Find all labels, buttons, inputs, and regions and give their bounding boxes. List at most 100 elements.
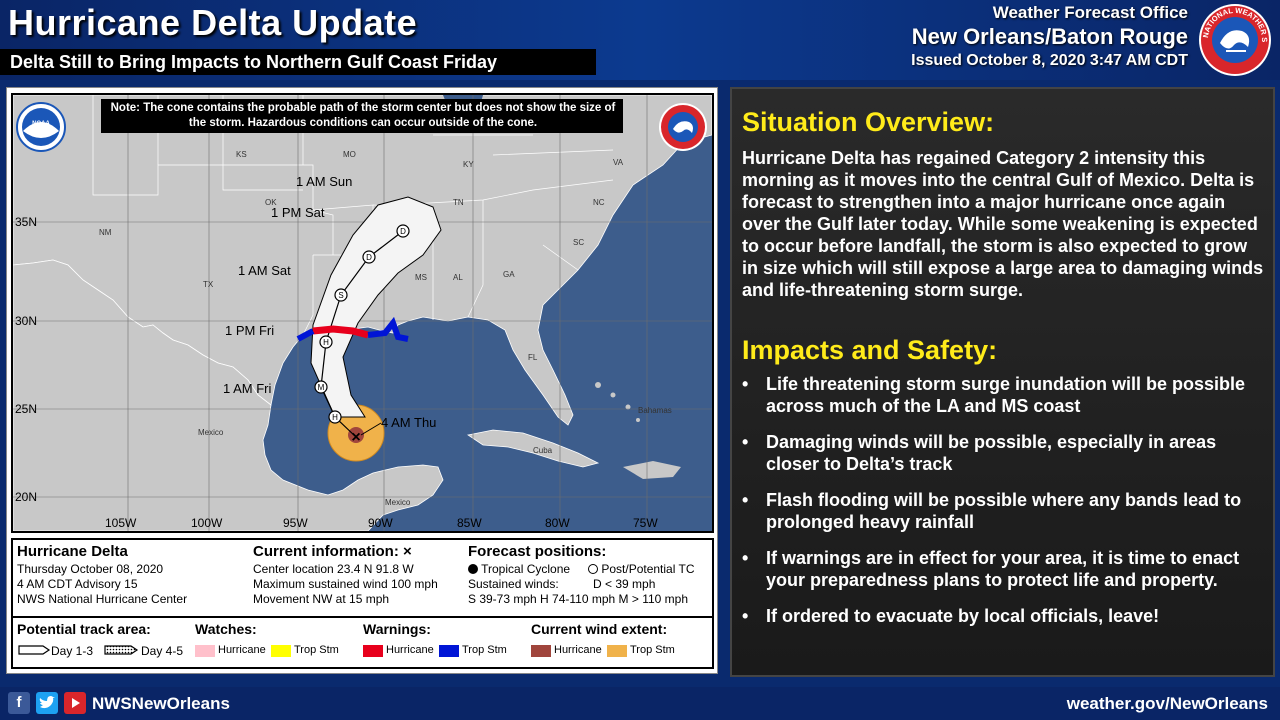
svg-text:H: H [332,413,338,422]
lat-label: 25N [15,402,37,416]
hurricane-wind-extent [348,427,364,443]
wind-extent-head: Current wind extent: [531,621,668,637]
lon-label: 90W [368,516,393,530]
subtitle-bar [0,49,596,75]
lat-label: 30N [15,314,37,328]
marker-h-thu: H [328,410,342,424]
hurricane-wind-label: Hurricane [554,644,602,656]
state-label: NM [99,228,112,237]
issued-time: Issued October 8, 2020 3:47 AM CDT [911,52,1188,69]
footer-bar: f NWSNewOrleans weather.gov/NewOrleans [0,687,1280,720]
twitter-icon[interactable] [36,692,58,714]
map-gridlines [13,95,712,531]
impact-item: Damaging winds will be possible, especia… [742,431,1267,475]
mexico-landmass [13,259,444,531]
marker-1am-sun: D [396,224,410,238]
page-subtitle: Delta Still to Bring Impacts to Northern… [10,52,498,72]
svg-text:H: H [323,338,329,347]
forecast-label: 1 PM Fri [225,323,274,338]
forecast-label: 4 AM Thu [381,415,436,430]
header-bar: Hurricane Delta Update Delta Still to Br… [0,0,1280,80]
state-label: OK [265,198,277,207]
place-label: Mexico [385,498,411,507]
forecast-map: 35N 30N 25N 20N 105W 100W 95W 90W 85W 80… [11,93,714,533]
center-location: Center location 23.4 N 91.8 W [253,562,414,576]
state-label: SC [573,238,584,247]
lon-label: 75W [633,516,658,530]
ts-wind-label: Trop Stm [630,644,675,656]
max-wind: Maximum sustained wind 100 mph [253,577,438,591]
state-label: KY [463,160,474,169]
social-handle[interactable]: NWSNewOrleans [92,694,230,713]
place-label: Mexico [198,428,224,437]
forecast-label: 1 AM Sun [296,174,352,189]
marker-current: × [351,429,360,446]
sustained-winds: Sustained winds: [468,577,559,591]
state-label: FL [528,353,538,362]
office-line1: Weather Forecast Office [992,3,1188,22]
ts-watch-swatch [271,645,291,657]
map-legend: Hurricane Delta Thursday October 08, 202… [11,538,714,669]
tc-dot-icon [468,564,478,574]
lon-labels: 105W 100W 95W 90W 85W 80W 75W [105,516,658,530]
day13-label: Day 1-3 [51,644,94,658]
movement: Movement NW at 15 mph [253,592,390,606]
state-label: MS [415,273,427,282]
forecast-labels: 1 AM Sun 1 PM Sat 1 AM Sat 1 PM Fri 1 AM… [223,174,436,430]
impacts-list: Life threatening storm surge inundation … [742,373,1267,641]
facebook-icon[interactable]: f [8,692,30,714]
forecast-markers: D D S H M H × [314,224,410,446]
ts-warning-swatch [439,645,459,657]
current-info-head: Current information: × [253,543,412,560]
lon-label: 100W [191,516,223,530]
website-link[interactable]: weather.gov/NewOrleans [1066,694,1268,713]
d-scale: D < 39 mph [593,577,656,591]
storm-name: Hurricane Delta [17,543,128,560]
office-line2: New Orleans/Baton Rouge [911,24,1188,49]
day45-cone-icon [104,645,139,655]
hurricane-warning-swatch [363,645,383,657]
wind-scale: S 39-73 mph H 74-110 mph M > 110 mph [468,592,689,606]
warnings-head: Warnings: [363,621,431,637]
hispaniola-landmass [623,461,681,479]
map-panel: 35N 30N 25N 20N 105W 100W 95W 90W 85W 80… [6,87,718,674]
label-pointer [360,422,382,436]
ts-warning-label: Trop Stm [462,644,507,656]
nws-logo-icon: NATIONAL WEATHER SERVICE [1198,3,1271,76]
day45-label: Day 4-5 [141,644,184,658]
ts-watch-label: Trop Stm [294,644,339,656]
impacts-heading: Impacts and Safety: [742,335,998,365]
marker-1am-fri: M [314,380,328,394]
svg-text:D: D [400,227,406,236]
note-box [101,99,623,133]
storm-date: Thursday October 08, 2020 [17,562,164,576]
current-symbol: × [403,543,412,560]
cuba-landmass [466,429,600,468]
state-labels: KS MO NM OK AR TX MS AL GA SC NC TN KY V… [99,150,672,507]
page-title: Hurricane Delta Update [8,2,418,43]
noaa-logo-icon: NOAA [16,102,66,152]
place-label: Bahamas [638,406,672,415]
hurricane-warning-coast [312,325,369,339]
youtube-icon[interactable] [64,692,86,714]
bahamas-islands [595,382,640,422]
hurricane-wind-swatch [531,645,551,657]
svg-text:S: S [338,291,343,300]
lon-label: 95W [283,516,308,530]
marker-1am-sat: S [334,288,348,302]
state-label: GA [503,270,515,279]
state-label: TN [453,198,464,207]
forecast-head: Forecast positions: [468,543,607,560]
hurricane-warning-label: Hurricane [386,644,434,656]
ts-warning-west [296,328,315,342]
state-label: VA [613,158,624,167]
ts-warning-east [367,316,409,342]
map-note: Note: The cone contains the probable pat… [110,102,616,129]
lon-label: 85W [457,516,482,530]
lat-labels: 35N 30N 25N 20N [15,215,37,504]
impact-item: Flash flooding will be possible where an… [742,489,1267,533]
track-head: Potential track area: [17,621,151,637]
svg-text:NOAA: NOAA [32,121,50,127]
overview-text: Hurricane Delta has regained Category 2 … [742,148,1264,300]
svg-text:D: D [366,253,372,262]
